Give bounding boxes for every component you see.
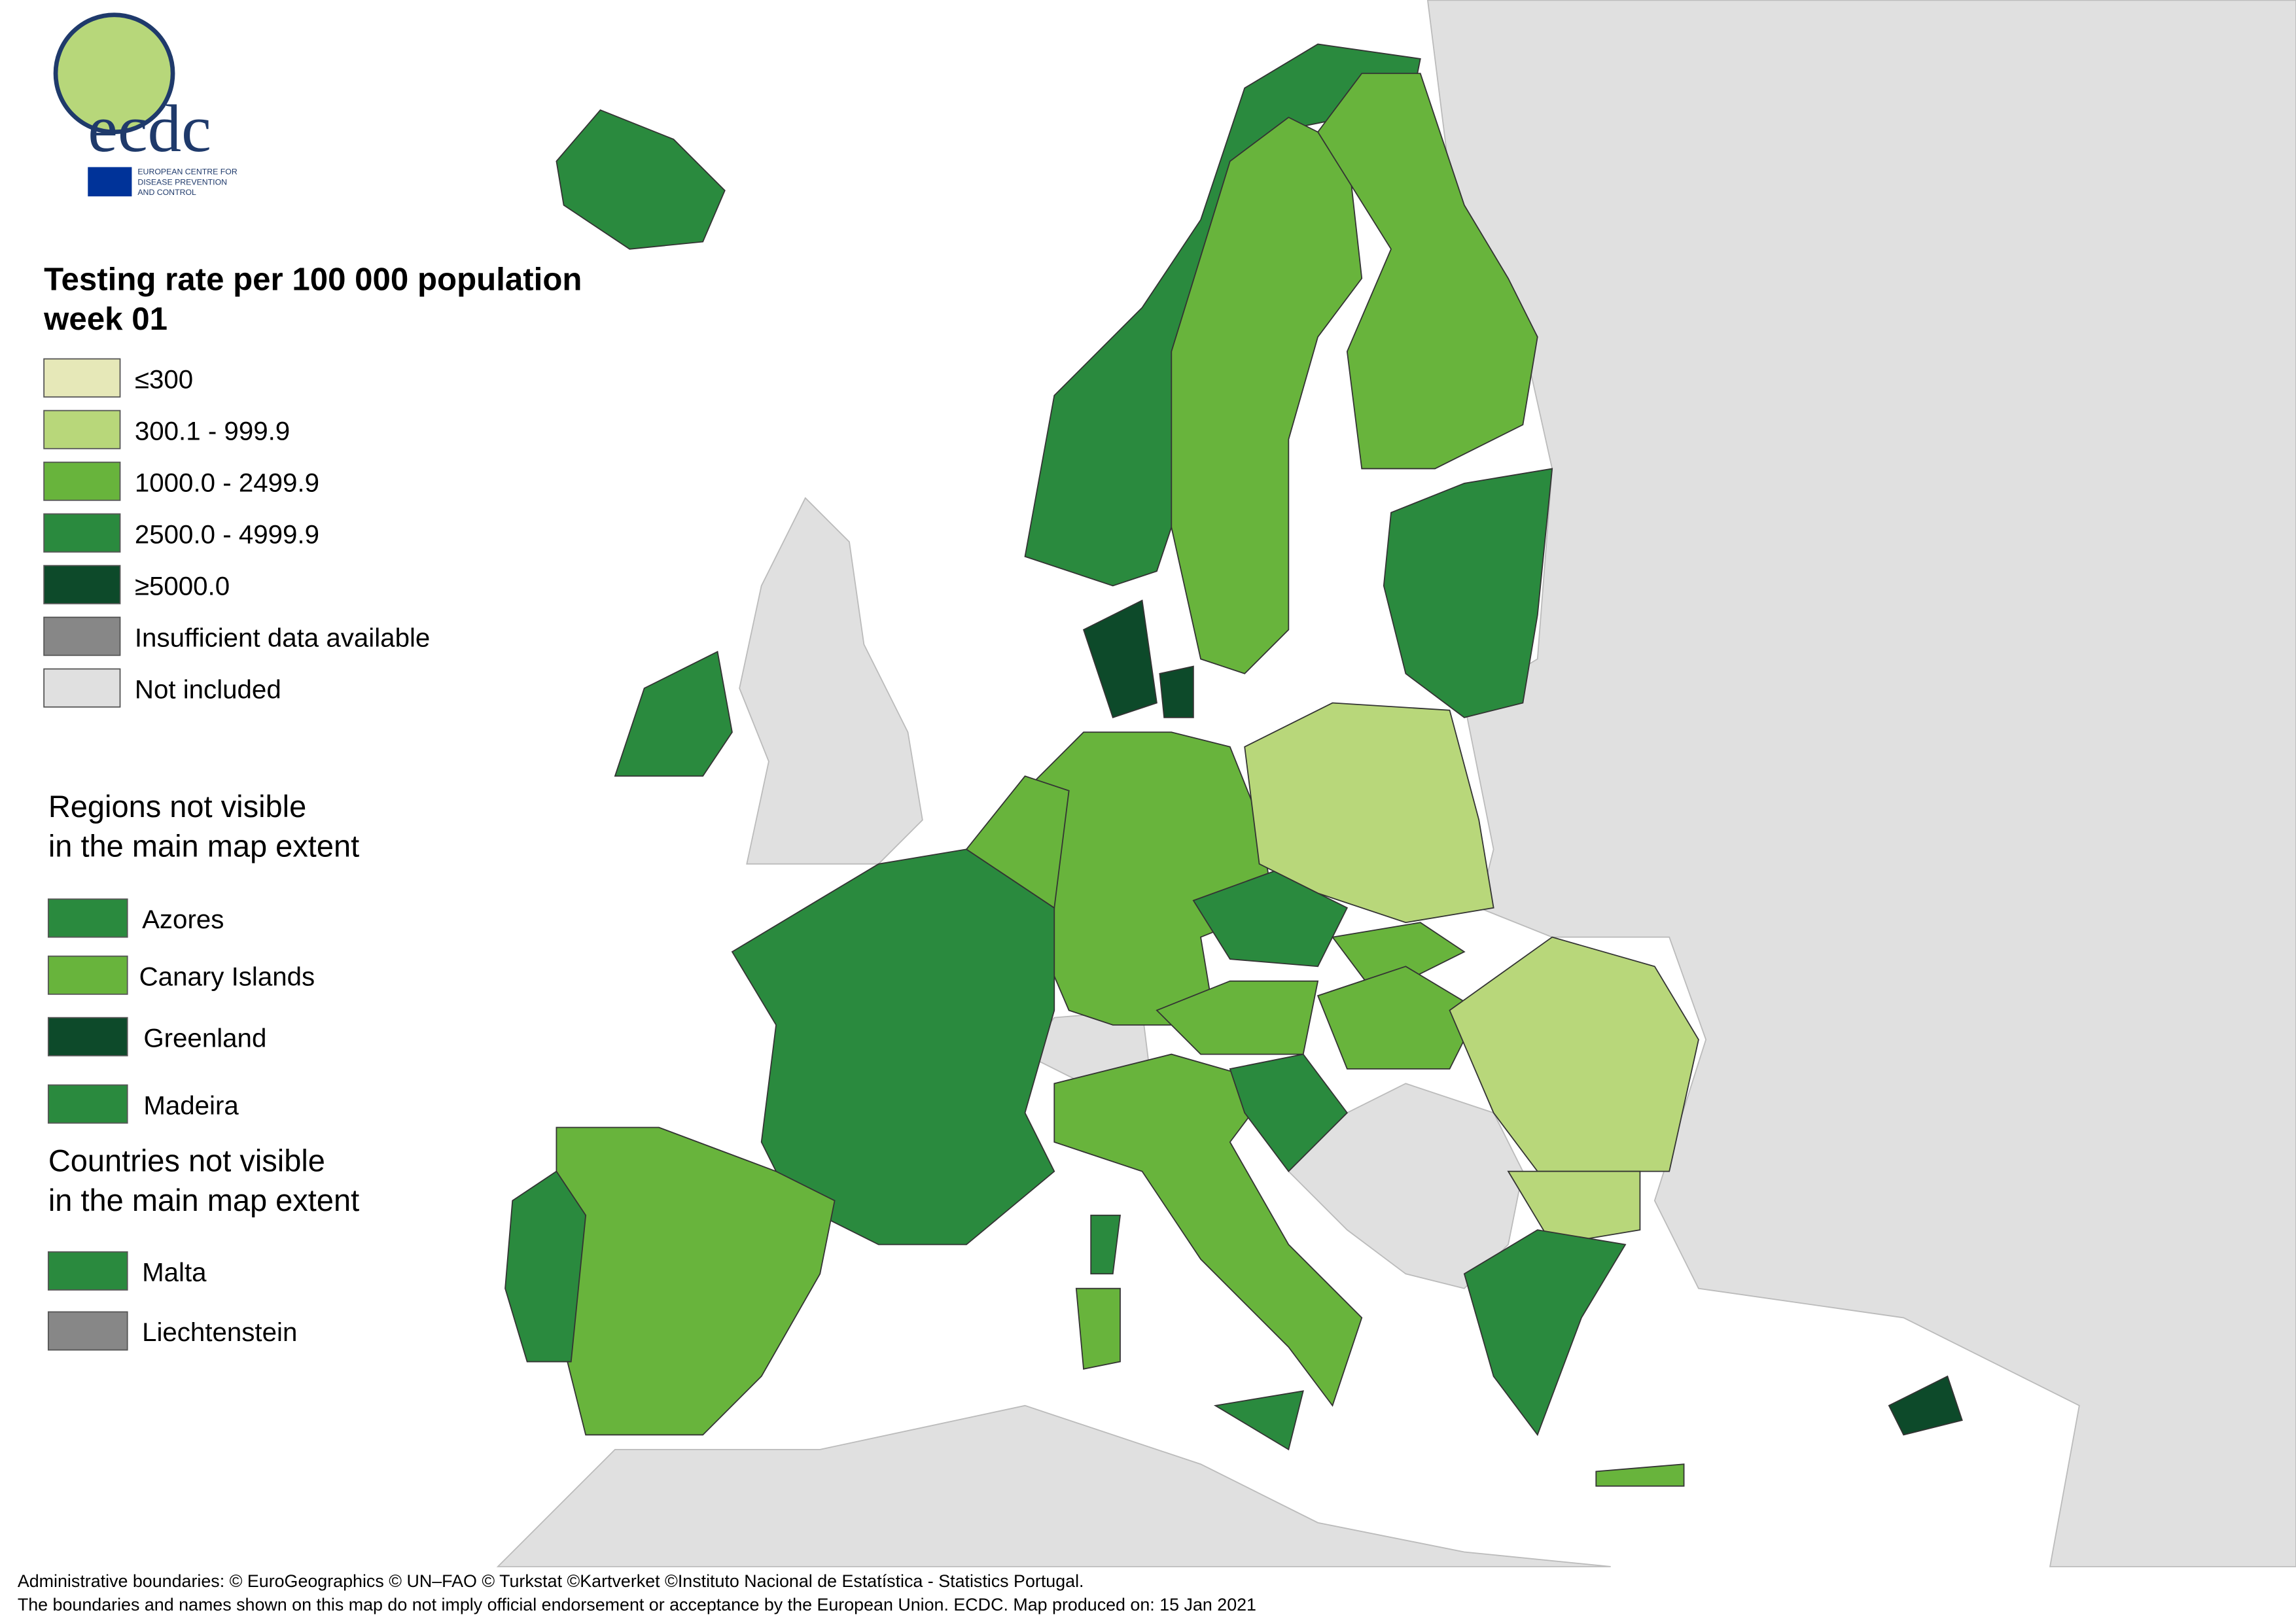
logo-subtitle: EUROPEAN CENTRE FOR bbox=[137, 167, 237, 177]
region bbox=[1090, 1214, 1121, 1275]
region bbox=[1082, 599, 1157, 719]
inset-label: Canary Islands bbox=[139, 962, 315, 991]
eu-countries bbox=[504, 43, 1963, 1487]
inset-label: Greenland bbox=[143, 1023, 266, 1053]
legend-label: Insufficient data available bbox=[135, 623, 430, 652]
region bbox=[1156, 980, 1319, 1055]
inset-label: Malta bbox=[142, 1257, 207, 1287]
legend-label: 300.1 - 999.9 bbox=[135, 416, 290, 445]
region bbox=[556, 109, 726, 250]
region bbox=[731, 848, 1055, 1246]
region bbox=[1888, 1375, 1963, 1436]
region bbox=[1383, 468, 1553, 718]
region bbox=[614, 650, 733, 777]
legend-swatch bbox=[43, 513, 121, 553]
footer: Administrative boundaries: © EuroGeograp… bbox=[18, 1571, 1084, 1591]
section-title: in the main map extent bbox=[48, 1183, 359, 1217]
region bbox=[965, 775, 1070, 909]
footer: The boundaries and names shown on this m… bbox=[18, 1595, 1256, 1614]
region bbox=[1213, 1390, 1304, 1451]
section-title: in the main map extent bbox=[48, 828, 359, 863]
logo-subtitle: DISEASE PREVENTION bbox=[137, 177, 227, 186]
legend-swatch bbox=[43, 616, 121, 656]
section-title: Regions not visible bbox=[48, 789, 306, 824]
title: Testing rate per 100 000 population bbox=[44, 261, 582, 297]
legend-swatch bbox=[43, 461, 121, 501]
region bbox=[504, 1170, 587, 1363]
legend-swatch bbox=[43, 668, 121, 708]
legend-swatch bbox=[43, 565, 121, 604]
legend-swatch bbox=[43, 358, 121, 398]
inset-label: Azores bbox=[142, 905, 224, 934]
swatch bbox=[47, 1311, 128, 1351]
legend-label: 1000.0 - 2499.9 bbox=[135, 468, 319, 497]
region bbox=[1507, 1170, 1641, 1246]
swatch bbox=[47, 1251, 128, 1291]
swatch bbox=[47, 1084, 128, 1124]
swatch bbox=[47, 1017, 128, 1056]
swatch bbox=[47, 898, 128, 938]
region bbox=[1331, 922, 1466, 997]
logo: ecdc EUROPEAN CENTRE FOR DISEASE PREVENT… bbox=[53, 12, 238, 197]
region bbox=[1595, 1463, 1685, 1487]
region bbox=[556, 1126, 836, 1436]
legend-label: ≥5000.0 bbox=[135, 571, 230, 601]
legend-label: Not included bbox=[135, 674, 281, 704]
section-title: Countries not visible bbox=[48, 1143, 325, 1178]
legend-label: 2500.0 - 4999.9 bbox=[135, 519, 319, 549]
region bbox=[1229, 1053, 1349, 1173]
region bbox=[1171, 116, 1363, 674]
region bbox=[1159, 665, 1194, 718]
region bbox=[1075, 1287, 1121, 1370]
title: week 01 bbox=[43, 301, 168, 337]
swatch bbox=[47, 955, 128, 995]
region bbox=[1317, 73, 1538, 470]
legend-label: ≤300 bbox=[135, 364, 193, 394]
non-eu-areas bbox=[496, 0, 2296, 1567]
logo-subtitle: AND CONTROL bbox=[137, 188, 196, 197]
logo-name: ecdc bbox=[88, 92, 211, 166]
inset-label: Liechtenstein bbox=[142, 1317, 297, 1347]
region bbox=[1463, 1229, 1627, 1437]
region bbox=[1449, 936, 1699, 1172]
eu-flag bbox=[88, 167, 132, 197]
inset-label: Madeira bbox=[143, 1090, 239, 1120]
legend: ≤300 300.1 - 999.9 1000.0 - 2499.9 2500.0 -… bbox=[43, 358, 430, 708]
legend-swatch bbox=[43, 410, 121, 449]
